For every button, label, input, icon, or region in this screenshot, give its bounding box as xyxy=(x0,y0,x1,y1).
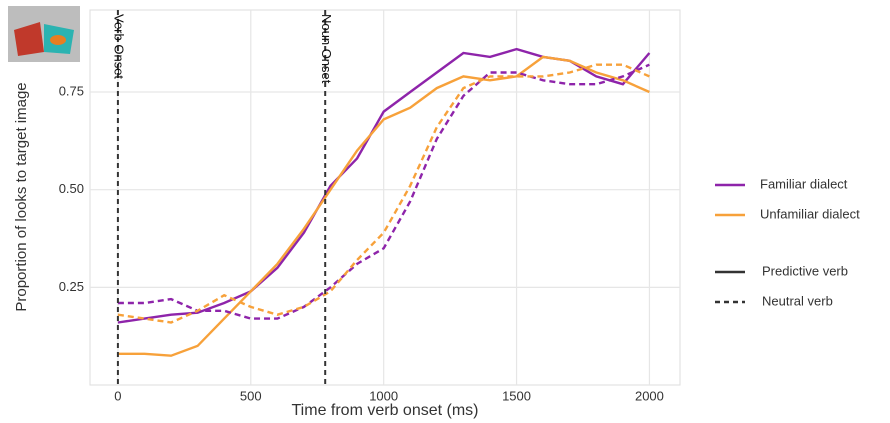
onset-label: Verb Onset xyxy=(111,14,126,79)
y-axis-label: Proportion of looks to target image xyxy=(13,82,30,311)
plot-panel xyxy=(89,9,681,386)
x-tick-label: 0 xyxy=(114,388,121,403)
data-line xyxy=(117,63,650,320)
data-line xyxy=(117,63,650,324)
y-tick-label: 0.75 xyxy=(59,83,84,98)
y-tick-label: 0.50 xyxy=(59,181,84,196)
book-icon xyxy=(8,6,80,62)
x-tick-label: 1500 xyxy=(502,388,531,403)
data-line xyxy=(117,55,650,357)
legend-label: Predictive verb xyxy=(762,263,848,278)
legend-label: Familiar dialect xyxy=(760,176,848,191)
x-tick-label: 1000 xyxy=(369,388,398,403)
x-tick-label: 2000 xyxy=(635,388,664,403)
x-axis-label: Time from verb onset (ms) xyxy=(292,402,479,419)
y-tick-label: 0.25 xyxy=(59,279,84,294)
legend-label: Neutral verb xyxy=(762,293,833,308)
onset-label: Noun Onset xyxy=(319,14,334,84)
legend-label: Unfamiliar dialect xyxy=(760,206,860,221)
x-tick-label: 500 xyxy=(240,388,262,403)
